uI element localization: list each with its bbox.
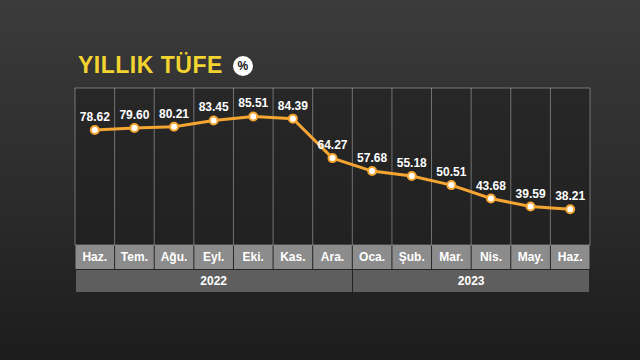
html-text:YILLIK TÜFE: YILLIK TÜFE — [78, 52, 223, 78]
svg-text:May.: May. — [518, 250, 544, 264]
svg-text:43.68: 43.68 — [476, 179, 506, 193]
svg-text:39.59: 39.59 — [516, 187, 546, 201]
svg-text:80.21: 80.21 — [159, 107, 189, 121]
svg-text:Oca.: Oca. — [359, 250, 385, 264]
svg-text:Şub.: Şub. — [399, 250, 425, 264]
svg-text:Ara.: Ara. — [321, 250, 344, 264]
svg-text:83.45: 83.45 — [199, 100, 229, 114]
svg-text:Ağu.: Ağu. — [161, 250, 188, 264]
svg-text:84.39: 84.39 — [278, 99, 308, 113]
svg-text:38.21: 38.21 — [555, 189, 585, 203]
svg-text:64.27: 64.27 — [317, 138, 347, 152]
svg-text:Tem.: Tem. — [121, 250, 148, 264]
html-text:2023: 2023 — [457, 274, 485, 288]
svg-text:Mar.: Mar. — [439, 250, 463, 264]
svg-text:Haz.: Haz. — [558, 250, 583, 264]
svg-text:50.51: 50.51 — [436, 165, 466, 179]
svg-text:Eki.: Eki. — [243, 250, 264, 264]
svg-text:55.18: 55.18 — [397, 156, 427, 170]
svg-text:Nis.: Nis. — [480, 250, 502, 264]
svg-text:Haz.: Haz. — [82, 250, 107, 264]
svg-text:Eyl.: Eyl. — [203, 250, 224, 264]
svg-text:85.51: 85.51 — [238, 96, 268, 110]
svg-text:79.60: 79.60 — [119, 108, 149, 122]
svg-text:57.68: 57.68 — [357, 151, 387, 165]
html-text:2022: 2022 — [200, 274, 227, 288]
svg-text:Kas.: Kas. — [280, 250, 305, 264]
svg-text:78.62: 78.62 — [80, 110, 110, 124]
